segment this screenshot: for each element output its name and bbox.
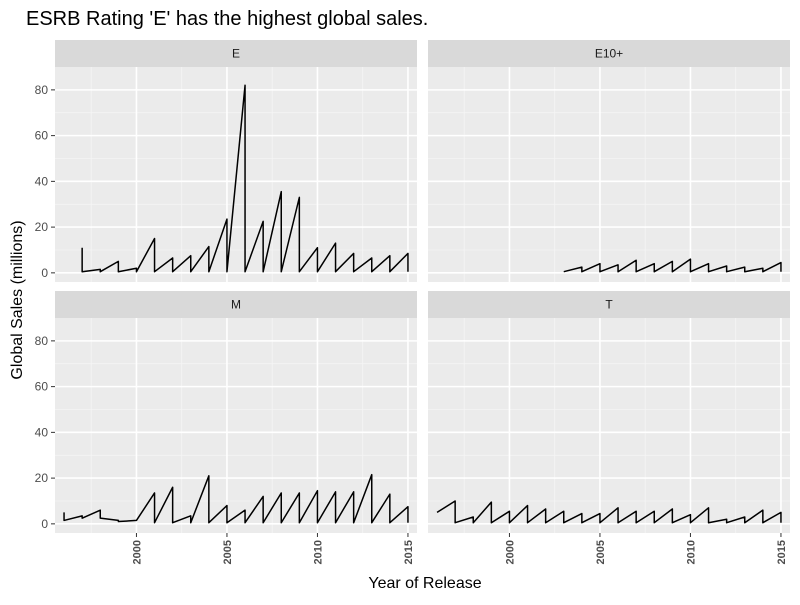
facet-strip-label: M (231, 298, 241, 312)
y-tick-label: 80 (35, 83, 49, 97)
x-tick-label: 2010 (312, 540, 324, 564)
facet-strip-label: T (605, 298, 613, 312)
panel-background-m (55, 318, 417, 533)
facet-strip-t (428, 291, 790, 318)
y-tick-label: 0 (41, 517, 48, 531)
facet-strip-label: E (232, 47, 240, 61)
x-tick-label: 2015 (776, 540, 788, 564)
x-tick-label: 2000 (504, 540, 516, 564)
panel-background-e10 (428, 67, 790, 282)
facet-strip-e10 (428, 40, 790, 67)
facet-panel-e: E 0 20 40 60 80 (35, 40, 417, 282)
x-tick-label: 2005 (222, 540, 234, 564)
x-tick-label: 2010 (685, 540, 697, 564)
series-line-t (436, 500, 782, 524)
panel-background-t (428, 318, 790, 533)
facet-strip-m (55, 291, 417, 318)
y-axis-title: Global Sales (millions) (9, 220, 26, 379)
y-tick-label: 60 (35, 380, 49, 394)
y-tick-label: 40 (35, 174, 49, 188)
series-line-e10 (563, 258, 782, 273)
facet-panel-e10: E10+ (428, 40, 790, 282)
y-tick-label: 20 (35, 471, 49, 485)
facet-strip-e (55, 40, 417, 67)
y-tick-label: 40 (35, 425, 49, 439)
x-tick-label: 2015 (403, 540, 415, 564)
y-tick-label: 20 (35, 220, 49, 234)
x-tick-label: 2005 (595, 540, 607, 564)
panels-layer: E 0 20 40 60 80 E10+ M 0 20 40 60 80 2000 2005 2010 2015… (35, 40, 790, 564)
x-axis-title: Year of Release (368, 575, 481, 592)
facet-panel-m: M 0 20 40 60 80 2000 2005 2010 2015 (35, 291, 417, 564)
y-tick-label: 0 (41, 266, 48, 280)
facet-panel-t: T 2000 2005 2010 2015 (428, 291, 790, 564)
facet-strip-label: E10+ (595, 47, 623, 61)
y-tick-label: 60 (35, 129, 49, 143)
y-tick-label: 80 (35, 334, 49, 348)
chart-title: ESRB Rating 'E' has the highest global s… (26, 8, 428, 30)
series-line-e (81, 84, 409, 273)
x-tick-label: 2000 (131, 540, 143, 564)
series-line-m (63, 473, 409, 524)
